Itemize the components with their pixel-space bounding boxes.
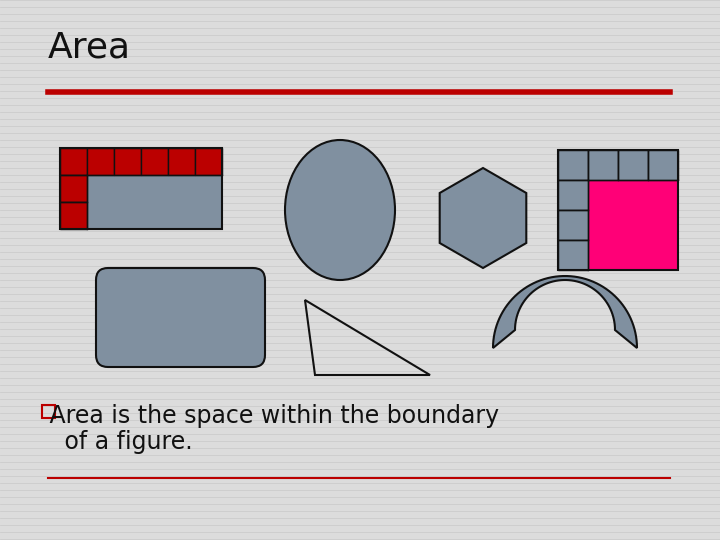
Ellipse shape bbox=[285, 140, 395, 280]
Bar bbox=[60, 202, 87, 229]
Bar bbox=[114, 148, 141, 175]
Bar bbox=[648, 150, 678, 180]
Text: Area is the space within the boundary: Area is the space within the boundary bbox=[42, 404, 499, 428]
Bar bbox=[558, 150, 678, 270]
Polygon shape bbox=[440, 168, 526, 268]
Bar bbox=[60, 148, 87, 175]
Bar bbox=[141, 148, 168, 175]
Polygon shape bbox=[493, 276, 637, 348]
Bar bbox=[168, 148, 195, 175]
Bar bbox=[195, 148, 222, 175]
Text: Area: Area bbox=[48, 30, 131, 64]
Text: of a figure.: of a figure. bbox=[42, 429, 193, 454]
Bar bbox=[558, 210, 588, 240]
Bar bbox=[60, 148, 222, 229]
Bar bbox=[618, 150, 648, 180]
Bar bbox=[42, 405, 55, 418]
Bar bbox=[588, 150, 618, 180]
Bar bbox=[558, 240, 588, 270]
Bar bbox=[87, 175, 222, 229]
Bar bbox=[558, 180, 588, 210]
Bar bbox=[588, 180, 678, 270]
Bar bbox=[60, 175, 87, 202]
Bar bbox=[87, 148, 114, 175]
Bar bbox=[558, 150, 588, 180]
FancyBboxPatch shape bbox=[96, 268, 265, 367]
